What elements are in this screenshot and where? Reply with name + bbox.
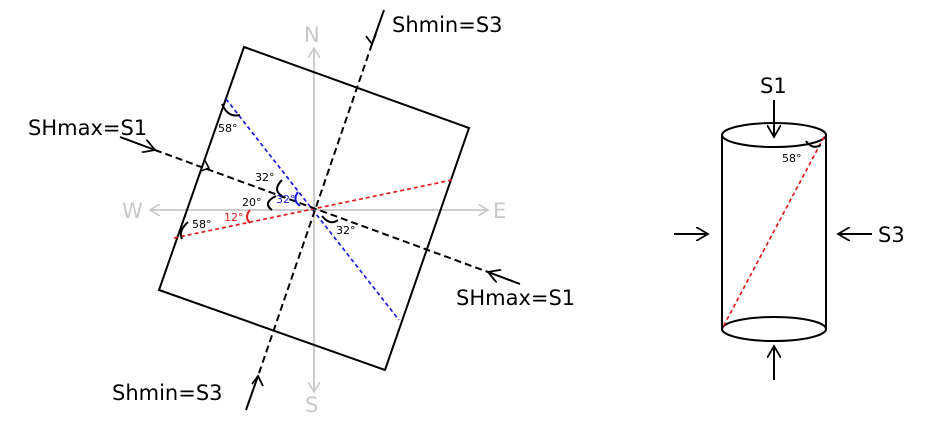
shmin-tail-bottom xyxy=(245,375,259,411)
shmin-label-top: Shmin=S3 xyxy=(392,13,503,37)
shmin-arrowhead-top xyxy=(365,33,377,46)
shmin-axis xyxy=(257,43,373,377)
shmax-arrow-left xyxy=(119,136,155,150)
right-angle-marker xyxy=(200,158,211,172)
shmax-label-right: SHmax=S1 xyxy=(456,286,575,310)
arc-32-upper xyxy=(276,179,283,197)
arc-12-red xyxy=(246,209,251,224)
cylinder-angle-58-label: 58° xyxy=(782,152,802,165)
angle-12-red-label: 12° xyxy=(224,211,244,224)
shmax-axis xyxy=(154,149,489,273)
angle-32-upper-label: 32° xyxy=(255,171,275,184)
shmax-arrow-right xyxy=(488,272,521,285)
rock-block-outline xyxy=(157,45,471,372)
shmin-arrowhead-bottom xyxy=(251,374,264,387)
arc-58-top xyxy=(221,103,241,117)
shmin-label-bottom: Shmin=S3 xyxy=(112,381,223,405)
compass-east-label: E xyxy=(493,199,506,223)
cylinder-bottom-ellipse xyxy=(721,316,827,342)
cylinder-s1-label: S1 xyxy=(760,74,787,98)
cylinder-red-fault-plane xyxy=(722,136,825,328)
compass-west-label: W xyxy=(122,199,143,223)
angle-58-top-label: 58° xyxy=(218,122,238,135)
compass-south-label: S xyxy=(305,393,318,417)
angle-58-left-label: 58° xyxy=(192,218,212,231)
compass-north-label: N xyxy=(304,23,320,47)
angle-32-lower-label: 32° xyxy=(336,224,356,237)
compass: N S E W xyxy=(122,23,506,417)
red-fault-plane xyxy=(173,179,453,239)
cylinder-arc-58 xyxy=(805,140,822,148)
shmax-label-left: SHmax=S1 xyxy=(28,116,147,140)
cylinder-s3-label: S3 xyxy=(878,223,905,247)
arc-58-left xyxy=(179,221,189,240)
angle-32-blue-label: 32° xyxy=(276,193,296,206)
angle-20-label: 20° xyxy=(242,196,262,209)
arc-32-blue xyxy=(294,191,301,207)
arc-20 xyxy=(266,195,277,211)
cylinder: 58° S1 S3 xyxy=(674,74,905,380)
arc-32-lower xyxy=(321,215,339,224)
